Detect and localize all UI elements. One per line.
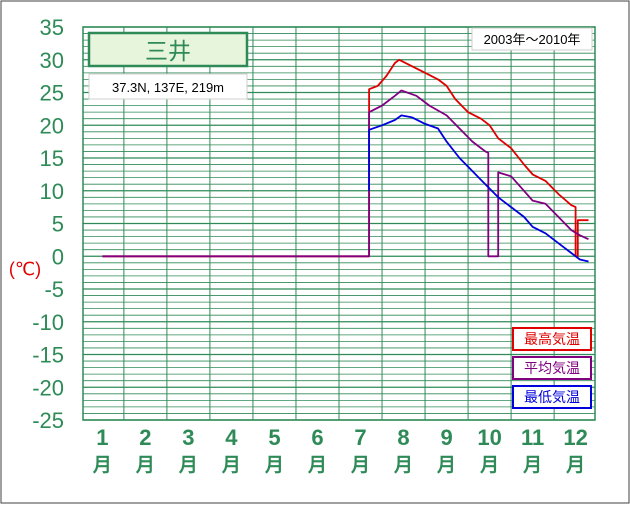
x-tick-unit: 月 xyxy=(350,455,370,476)
x-tick-unit: 月 xyxy=(436,455,456,476)
period-box xyxy=(471,27,593,51)
x-tick-unit: 月 xyxy=(522,455,542,476)
y-axis-label: (℃) xyxy=(9,259,41,279)
x-tick-label: 8 xyxy=(397,425,409,450)
y-tick-label: -25 xyxy=(32,408,64,433)
x-tick-unit: 月 xyxy=(307,455,327,476)
x-tick-label: 3 xyxy=(182,425,194,450)
y-tick-label: 10 xyxy=(40,179,64,204)
series-line-min xyxy=(368,114,589,263)
x-tick-label: 6 xyxy=(311,425,323,450)
x-tick-label: 11 xyxy=(521,425,544,450)
subtitle-box xyxy=(88,73,248,100)
x-tick-unit: 月 xyxy=(565,455,585,476)
y-tick-label: 5 xyxy=(52,212,64,237)
y-tick-label: 35 xyxy=(40,15,64,40)
y-tick-label: -10 xyxy=(32,310,64,335)
x-tick-unit: 月 xyxy=(479,455,499,476)
x-tick-unit: 月 xyxy=(221,455,241,476)
legend-box-avg xyxy=(512,356,592,380)
x-tick-unit: 月 xyxy=(92,455,112,476)
chart-title: 三井 xyxy=(145,38,191,64)
title-box xyxy=(87,31,249,68)
y-axis-tick-labels: 35 30 25 20 15 10 5 0 -5 -10 -15 -20 -25 xyxy=(32,15,64,433)
legend-label-min: 最低気温 xyxy=(524,389,580,405)
y-tick-label: 0 xyxy=(52,244,64,269)
x-tick-label: 12 xyxy=(563,425,587,450)
y-tick-label: -20 xyxy=(32,375,64,400)
x-tick-label: 2 xyxy=(139,425,151,450)
x-tick-label: 1 xyxy=(96,425,108,450)
x-tick-unit: 月 xyxy=(135,455,155,476)
x-tick-label: 7 xyxy=(354,425,366,450)
plot-frame xyxy=(82,26,596,421)
y-tick-label: 20 xyxy=(40,113,64,138)
x-tick-label: 9 xyxy=(440,425,452,450)
x-tick-label: 10 xyxy=(477,425,501,450)
legend-box-max xyxy=(512,327,592,351)
series-lines xyxy=(102,58,589,263)
series-line-avg xyxy=(102,89,589,258)
y-tick-label: 25 xyxy=(40,81,64,106)
series-line-max xyxy=(102,58,589,258)
y-tick-label: -5 xyxy=(44,277,64,302)
x-tick-unit: 月 xyxy=(393,455,413,476)
x-axis-tick-labels: 1 月 2 月 3 月 4 月 5 月 6 月 7 月 8 月 9 月 10 月 11 月 12 月 xyxy=(92,425,588,476)
x-tick-label: 4 xyxy=(225,425,238,450)
legend-label-max: 最高気温 xyxy=(524,331,580,347)
x-tick-unit: 月 xyxy=(264,455,284,476)
chart-subtitle: 37.3N, 137E, 219m xyxy=(112,80,224,95)
y-tick-label: -15 xyxy=(32,343,64,368)
x-tick-unit: 月 xyxy=(178,455,198,476)
legend-label-avg: 平均気温 xyxy=(524,360,580,376)
legend-box-min xyxy=(512,385,592,409)
y-tick-label: 30 xyxy=(40,48,64,73)
period-label: 2003年～2010年 xyxy=(484,32,581,47)
y-tick-label: 15 xyxy=(40,146,64,171)
x-tick-label: 5 xyxy=(268,425,280,450)
